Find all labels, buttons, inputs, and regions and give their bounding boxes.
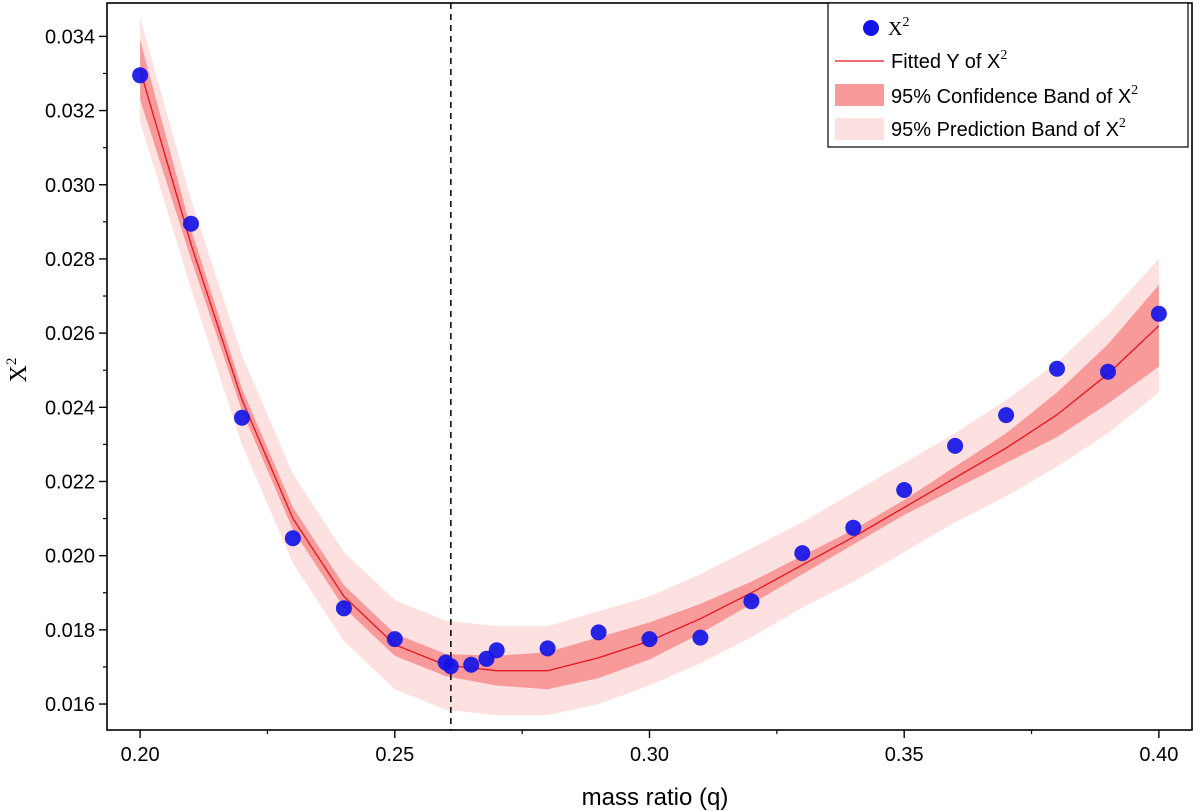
legend: X2 Fitted Y of X2 95% Confidence Band of…: [827, 2, 1189, 148]
legend-entry-prediction: 95% Prediction Band of X2: [835, 116, 1126, 141]
y-tick-label: 0.032: [45, 101, 95, 123]
y-tick-label: 0.024: [45, 397, 95, 419]
data-point: [692, 629, 709, 646]
legend-swatch-prediction: [835, 118, 884, 140]
y-tick-label: 0.034: [45, 26, 95, 48]
data-point: [539, 640, 556, 657]
y-axis-title-base: X: [6, 365, 32, 382]
y-axis-title-sup: 2: [4, 358, 20, 366]
legend-entry-fit: Fitted Y of X2: [835, 48, 1007, 73]
data-point: [234, 409, 250, 426]
data-point: [845, 519, 862, 536]
legend-label-points: X2: [888, 15, 909, 40]
data-point: [947, 437, 964, 454]
data-point: [794, 545, 811, 562]
x-tick-label: 0.30: [630, 744, 669, 766]
data-point: [743, 593, 760, 610]
legend-swatch-points: [863, 20, 879, 36]
data-point: [386, 631, 403, 648]
y-tick-label: 0.030: [45, 175, 95, 197]
data-point: [335, 600, 352, 617]
legend-frame: [827, 2, 1189, 148]
x-axis-title: mass ratio (q): [582, 784, 729, 811]
data-point: [183, 215, 199, 232]
legend-label-confidence: 95% Confidence Band of X2: [891, 83, 1138, 108]
data-point: [488, 642, 505, 659]
y-tick-label: 0.022: [45, 471, 95, 493]
legend-swatch-confidence: [835, 84, 884, 106]
data-point: [896, 482, 913, 498]
data-point: [998, 407, 1015, 424]
legend-entry-points: X2: [863, 15, 909, 40]
prediction-band: [140, 17, 1159, 716]
data-point: [442, 658, 459, 675]
data-point: [284, 530, 301, 547]
data-point: [590, 624, 607, 641]
data-point: [1150, 305, 1167, 322]
data-point: [1100, 363, 1116, 380]
points-layer: [132, 67, 1167, 675]
x-tick-label: 0.35: [885, 744, 924, 766]
x-tick-label: 0.25: [375, 744, 414, 766]
data-point: [1049, 360, 1065, 377]
x-tick-label: 0.20: [121, 744, 160, 766]
y-tick-label: 0.026: [45, 323, 95, 345]
x-tick-label: 0.40: [1139, 744, 1178, 766]
y-tick-label: 0.020: [45, 546, 95, 568]
fit-layer: [139, 69, 1160, 672]
y-tick-label: 0.028: [45, 249, 95, 271]
axes-layer: 0.20 0.25 0.30 0.35 0.40 0.016 0.018 0.020 0.022…: [45, 2, 1193, 766]
bands-layer: [140, 17, 1159, 716]
y-tick-label: 0.018: [45, 620, 95, 642]
legend-entry-confidence: 95% Confidence Band of X2: [835, 83, 1138, 108]
data-point: [132, 67, 149, 84]
legend-label-prediction: 95% Prediction Band of X2: [891, 116, 1126, 141]
legend-label-fit: Fitted Y of X2: [891, 48, 1007, 73]
y-tick-label: 0.016: [45, 694, 95, 716]
data-point: [641, 631, 658, 648]
y-axis-title: X2: [4, 358, 32, 383]
fitted-line: [139, 69, 1160, 672]
data-point: [463, 656, 480, 673]
